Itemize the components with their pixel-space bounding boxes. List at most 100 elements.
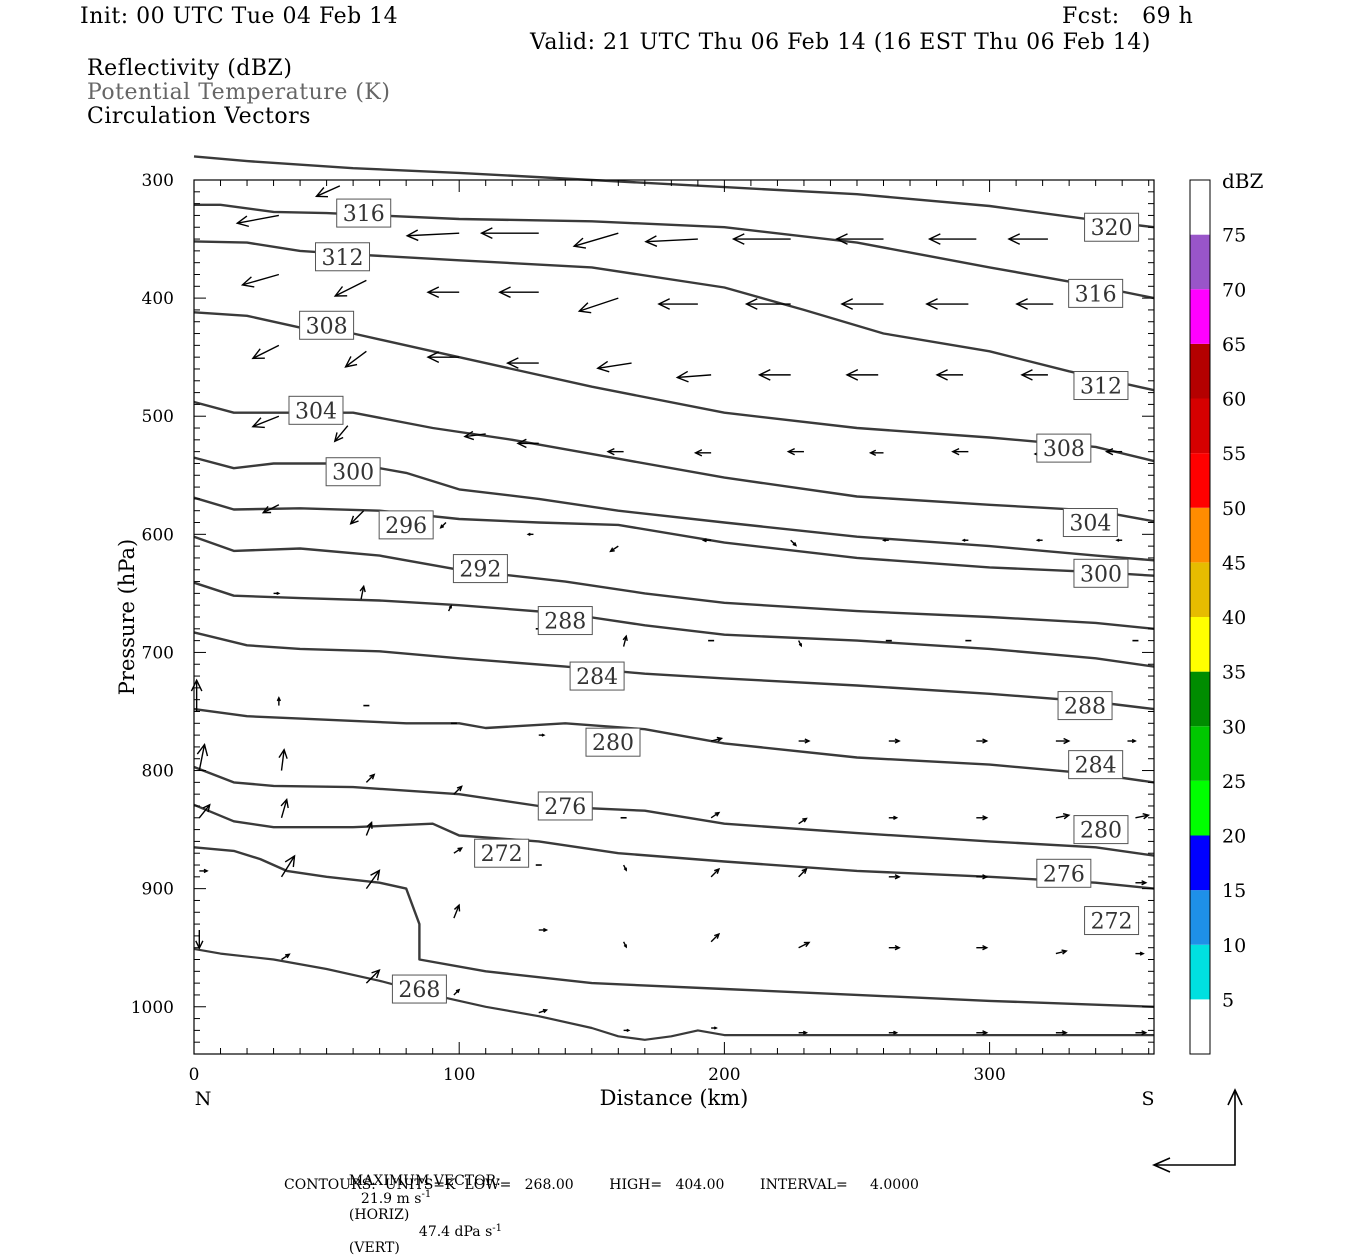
contour-label-308: 308	[299, 310, 355, 340]
circulation-vector	[463, 430, 486, 441]
colorbar-label: 65	[1222, 334, 1246, 356]
colorbar-swatch	[1190, 835, 1210, 891]
colorbar-swatch	[1190, 780, 1210, 836]
circulation-vector	[1135, 1030, 1148, 1036]
circulation-vector	[516, 438, 539, 449]
circulation-vector	[644, 235, 698, 247]
contour-280	[193, 707, 1155, 784]
max-vector-vert: 47.4 dPa s	[418, 1224, 493, 1241]
circulation-vector	[1115, 538, 1123, 542]
max-vector-horiz: 21.9 m s	[360, 1190, 422, 1207]
contour-284	[193, 631, 1155, 711]
contour-label-316: 316	[336, 198, 392, 228]
contour-label-316: 316	[1068, 278, 1124, 308]
circulation-vector	[798, 1030, 809, 1035]
circulation-vector	[840, 298, 884, 310]
colorbar-swatch	[1190, 398, 1210, 454]
legend-potential-temperature: Potential Temperature (K)	[87, 80, 391, 105]
colorbar-swatch	[1190, 671, 1210, 727]
x-tick-label: 200	[708, 1065, 740, 1085]
circulation-vector	[622, 941, 627, 949]
contour-300	[193, 456, 1155, 562]
contour-info: CONTOURS: UNITS=K LOW= 268.00 HIGH= 404.…	[284, 1177, 919, 1193]
contour-296	[193, 496, 1155, 577]
circulation-vector	[693, 449, 712, 457]
circulation-vector	[479, 227, 539, 239]
circulation-vector	[622, 634, 628, 647]
circulation-vector	[1135, 880, 1148, 886]
circulation-vector	[976, 945, 989, 951]
colorbar-label: 60	[1222, 389, 1246, 411]
horiz-tag: (HORIZ)	[348, 1206, 410, 1223]
colorbar-swatch	[1190, 617, 1210, 672]
contour-304	[193, 400, 1155, 523]
colorbar-label: 10	[1222, 935, 1246, 957]
contour-308	[193, 311, 1155, 463]
svg-text:316: 316	[343, 202, 385, 227]
circulation-vector	[198, 803, 211, 819]
circulation-vector	[976, 738, 989, 744]
colorbar-frame	[1189, 179, 1211, 1055]
circulation-vector	[798, 867, 808, 878]
circulation-vector	[538, 927, 549, 933]
circulation-vector	[888, 738, 901, 744]
circulation-vector	[675, 370, 712, 383]
contour-label-300: 300	[325, 457, 381, 487]
contour-ground	[193, 947, 1154, 1041]
contour-label-312: 312	[315, 242, 371, 272]
forecast-hour: Fcst: 69 h	[1062, 4, 1194, 29]
colorbar-label: 30	[1222, 716, 1246, 738]
svg-text:320: 320	[1091, 216, 1133, 241]
circulation-vector	[276, 696, 282, 706]
circulation-vector	[1035, 538, 1043, 542]
circulation-vector	[453, 785, 463, 795]
contour-label-276: 276	[1036, 858, 1092, 888]
circulation-vector	[710, 736, 724, 743]
circulation-vector	[786, 447, 804, 456]
circulation-vector	[261, 504, 280, 514]
circulation-vector	[835, 233, 884, 245]
circulation-vector	[426, 351, 460, 364]
circulation-vector	[240, 273, 280, 288]
svg-text:284: 284	[1075, 754, 1117, 779]
contour-label-268: 268	[391, 974, 447, 1004]
contour-label-276: 276	[537, 791, 593, 821]
colorbar-label: 40	[1222, 607, 1246, 629]
x-end-label-south: S	[1141, 1088, 1154, 1110]
circulation-vector	[798, 817, 808, 825]
circulation-vector	[447, 604, 452, 612]
svg-text:308: 308	[306, 314, 348, 339]
colorbar-label: 5	[1222, 989, 1234, 1011]
colorbar-label: 75	[1222, 225, 1246, 247]
circulation-vector	[365, 773, 376, 783]
colorbar-swatch	[1190, 562, 1210, 617]
horiz-exponent: -1	[421, 1189, 432, 1200]
circulation-vector	[951, 447, 969, 456]
circulation-vector	[314, 185, 341, 198]
circulation-vector	[453, 847, 464, 854]
circulation-vector	[344, 350, 367, 368]
max-vector-line: MAXIMUM VECTOR: 21.9 m s-1 (HORIZ) 47.4 …	[340, 1157, 502, 1256]
circulation-vector	[1055, 1030, 1068, 1036]
contour-312	[193, 240, 1155, 392]
svg-text:304: 304	[1069, 512, 1111, 537]
circulation-vector	[1015, 298, 1054, 310]
colorbar-swatch	[1190, 453, 1210, 508]
circulation-vector	[845, 369, 879, 381]
contour-label-280: 280	[1073, 815, 1129, 845]
contour-label-284: 284	[569, 661, 625, 691]
vert-exponent: -1	[492, 1222, 503, 1234]
contour-268	[193, 846, 1155, 1008]
colorbar-label: 55	[1222, 443, 1246, 465]
svg-text:316: 316	[1075, 282, 1117, 307]
circulation-vector	[622, 864, 627, 872]
circulation-vector	[365, 869, 381, 890]
y-tick-label: 300	[142, 171, 174, 191]
max-vector-label: MAXIMUM VECTOR:	[348, 1173, 501, 1189]
circulation-vector	[405, 229, 460, 242]
contour-label-300: 300	[1073, 558, 1129, 588]
circulation-vector	[1104, 447, 1123, 456]
colorbar-label: 45	[1222, 552, 1246, 574]
contour-272	[193, 803, 1155, 890]
contour-label-292: 292	[452, 554, 508, 584]
